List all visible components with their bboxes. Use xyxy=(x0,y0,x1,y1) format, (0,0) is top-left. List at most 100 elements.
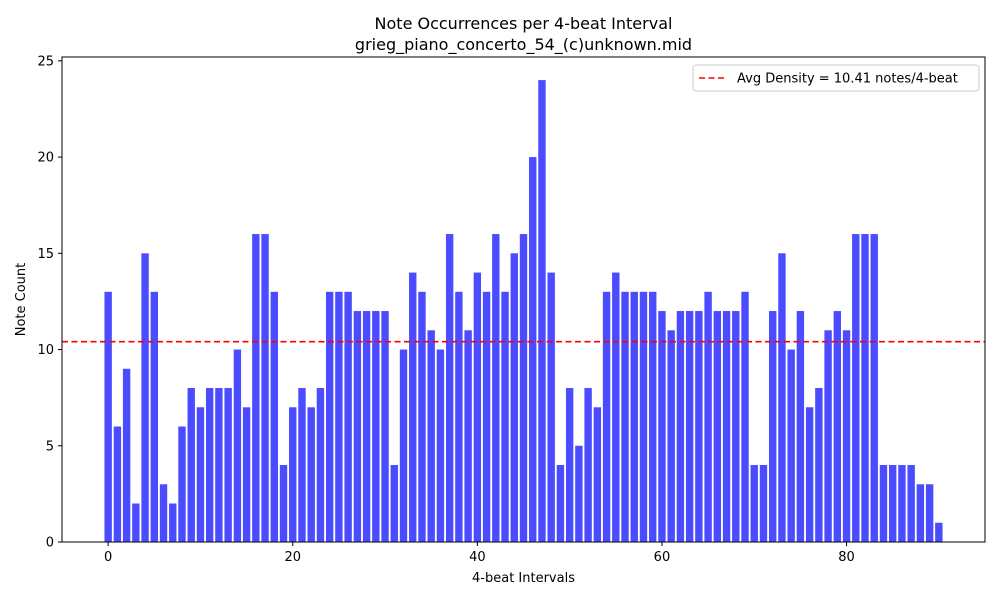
bar-80 xyxy=(843,330,850,542)
bar-88 xyxy=(917,484,924,542)
chart-title: Note Occurrences per 4-beat Interval xyxy=(375,14,673,33)
bar-24 xyxy=(326,292,333,542)
bar-41 xyxy=(483,292,490,542)
bar-48 xyxy=(548,273,555,542)
bar-82 xyxy=(861,234,868,542)
bar-65 xyxy=(704,292,711,542)
legend-label: Avg Density = 10.41 notes/4-beat xyxy=(737,72,958,87)
bar-66 xyxy=(714,311,721,542)
x-axis-label: 4-beat Intervals xyxy=(472,571,575,586)
bar-83 xyxy=(871,234,878,542)
y-axis-ticks: 0 5 10 15 20 25 xyxy=(37,54,62,550)
bar-51 xyxy=(575,446,582,542)
bar-32 xyxy=(400,350,407,542)
bar-86 xyxy=(898,465,905,542)
bar-79 xyxy=(834,311,841,542)
bar-81 xyxy=(852,234,859,542)
bar-16 xyxy=(252,234,259,542)
x-tick-label-20: 20 xyxy=(284,550,301,565)
bar-54 xyxy=(603,292,610,542)
bar-89 xyxy=(926,484,933,542)
bar-7 xyxy=(169,504,176,542)
y-tick-label-15: 15 xyxy=(37,247,54,262)
bar-70 xyxy=(751,465,758,542)
bar-55 xyxy=(612,273,619,542)
bar-62 xyxy=(677,311,684,542)
bar-12 xyxy=(215,388,222,542)
bar-75 xyxy=(797,311,804,542)
bar-6 xyxy=(160,484,167,542)
bar-21 xyxy=(298,388,305,542)
bar-47 xyxy=(538,80,545,542)
bar-58 xyxy=(640,292,647,542)
bar-30 xyxy=(381,311,388,542)
y-tick-label-10: 10 xyxy=(37,343,54,358)
bar-78 xyxy=(824,330,831,542)
bar-71 xyxy=(760,465,767,542)
legend: Avg Density = 10.41 notes/4-beat xyxy=(693,65,979,91)
bar-28 xyxy=(363,311,370,542)
bar-25 xyxy=(335,292,342,542)
bar-68 xyxy=(732,311,739,542)
y-axis-label: Note Count xyxy=(14,263,29,337)
bar-23 xyxy=(317,388,324,542)
bar-69 xyxy=(741,292,748,542)
bar-22 xyxy=(308,407,315,542)
bar-46 xyxy=(529,157,536,542)
bar-43 xyxy=(501,292,508,542)
bar-76 xyxy=(806,407,813,542)
bar-45 xyxy=(520,234,527,542)
bar-8 xyxy=(178,427,185,542)
y-tick-label-0: 0 xyxy=(46,536,54,551)
bar-85 xyxy=(889,465,896,542)
bar-13 xyxy=(224,388,231,542)
bar-20 xyxy=(289,407,296,542)
bar-38 xyxy=(455,292,462,542)
bar-61 xyxy=(667,330,674,542)
y-tick-label-25: 25 xyxy=(37,54,54,69)
bar-31 xyxy=(391,465,398,542)
bar-60 xyxy=(658,311,665,542)
x-axis-ticks: 0 20 40 60 80 xyxy=(104,542,855,565)
bar-26 xyxy=(344,292,351,542)
bar-77 xyxy=(815,388,822,542)
bar-4 xyxy=(141,253,148,542)
bar-0 xyxy=(104,292,111,542)
x-tick-label-40: 40 xyxy=(469,550,486,565)
bar-74 xyxy=(787,350,794,542)
bar-37 xyxy=(446,234,453,542)
x-tick-label-80: 80 xyxy=(838,550,855,565)
bar-35 xyxy=(428,330,435,542)
bar-59 xyxy=(649,292,656,542)
bar-87 xyxy=(907,465,914,542)
bar-72 xyxy=(769,311,776,542)
x-tick-label-60: 60 xyxy=(654,550,671,565)
bar-14 xyxy=(234,350,241,542)
bar-90 xyxy=(935,523,942,542)
bar-19 xyxy=(280,465,287,542)
bar-33 xyxy=(409,273,416,542)
chart-subtitle: grieg_piano_concerto_54_(c)unknown.mid xyxy=(355,35,692,55)
bar-5 xyxy=(151,292,158,542)
bar-17 xyxy=(261,234,268,542)
bar-18 xyxy=(271,292,278,542)
bar-36 xyxy=(437,350,444,542)
bar-84 xyxy=(880,465,887,542)
bar-49 xyxy=(557,465,564,542)
bar-52 xyxy=(584,388,591,542)
bar-3 xyxy=(132,504,139,542)
bar-57 xyxy=(631,292,638,542)
bar-10 xyxy=(197,407,204,542)
bar-64 xyxy=(695,311,702,542)
bar-73 xyxy=(778,253,785,542)
bars xyxy=(104,80,942,542)
bar-34 xyxy=(418,292,425,542)
bar-9 xyxy=(188,388,195,542)
y-tick-label-5: 5 xyxy=(46,439,54,454)
bar-53 xyxy=(594,407,601,542)
bar-42 xyxy=(492,234,499,542)
bar-29 xyxy=(372,311,379,542)
bar-44 xyxy=(511,253,518,542)
bar-2 xyxy=(123,369,130,542)
bar-15 xyxy=(243,407,250,542)
